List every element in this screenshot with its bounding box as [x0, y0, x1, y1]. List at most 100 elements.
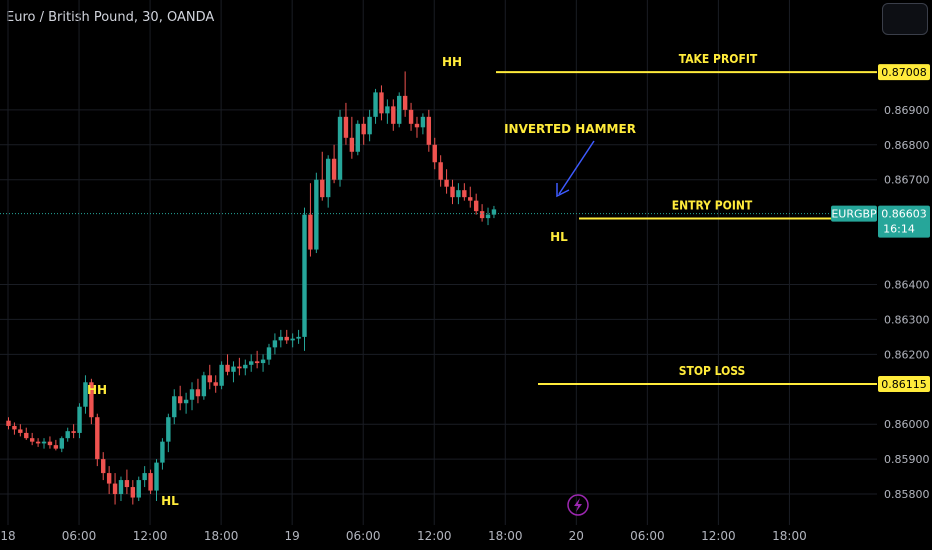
candle-body [24, 432, 29, 439]
candle-body [12, 425, 17, 430]
candle-body [166, 417, 171, 442]
lightning-icon [574, 498, 582, 512]
candle-body [320, 179, 325, 198]
candle-body [41, 441, 47, 444]
annotation-layer: TAKE PROFIT ENTRY POINT STOP LOSS HH HL HH HL I… [87, 52, 758, 516]
candle-body [379, 92, 384, 114]
candle-body [112, 483, 118, 495]
candle-body [266, 347, 272, 360]
lightning-badge [567, 494, 589, 516]
time-tick-label: 18 [0, 529, 15, 543]
price-tick-label: 0.86400 [884, 278, 930, 291]
candle-body [177, 396, 183, 404]
candle-body [462, 190, 467, 198]
candle-body [83, 382, 88, 407]
candle-body [331, 158, 337, 180]
candle-body [29, 438, 35, 442]
time-tick-label: 06:00 [630, 529, 665, 543]
candle-body [438, 162, 443, 180]
candle-body [225, 364, 230, 372]
candle-body [414, 123, 420, 128]
candle-body [420, 116, 426, 128]
hammer-arrow [558, 140, 595, 195]
time-tick-label: 20 [569, 529, 584, 543]
candle-body [6, 420, 11, 426]
candle-body [456, 190, 461, 198]
stop-loss-price-text: 0.86115 [881, 378, 927, 391]
candle-body [491, 209, 497, 215]
candle-body [343, 116, 349, 138]
time-tick-label: 18:00 [488, 529, 523, 543]
candle-body [172, 396, 177, 418]
candle-body [314, 179, 319, 250]
candle-body [47, 441, 53, 446]
candle-body [284, 336, 289, 341]
take-profit-label: TAKE PROFIT [679, 52, 758, 66]
time-tick-label: 18:00 [204, 529, 239, 543]
candle-body [213, 382, 218, 386]
time-tick-label: 18:00 [772, 529, 807, 543]
time-axis[interactable]: 18 06:00 12:00 18:00 19 06:00 12:00 18:00 20 06:0… [0, 529, 806, 543]
candle-body [367, 116, 372, 135]
time-tick-label: 06:00 [346, 529, 381, 543]
candle-body [201, 375, 207, 397]
price-tick-label: 0.86200 [884, 348, 930, 361]
symbol-tag [831, 205, 877, 222]
current-price-tag [878, 205, 930, 238]
candle-body [243, 364, 248, 369]
take-profit-price-tag [878, 64, 930, 81]
candle-body [35, 441, 41, 444]
time-tick-label: 12:00 [701, 529, 736, 543]
take-profit-price-text: 0.87008 [881, 66, 927, 79]
candle-body [373, 92, 378, 117]
candle-body [296, 336, 301, 339]
candle-body [260, 359, 266, 364]
candle-body [106, 473, 112, 484]
trade-levels [0, 71, 877, 386]
candle-body [397, 95, 402, 124]
candle-body [272, 340, 278, 348]
stop-loss-price-tag [878, 376, 930, 393]
grid-lines [0, 0, 877, 525]
candle-body [189, 389, 195, 400]
candle-body [77, 406, 82, 433]
candle-body [154, 462, 159, 491]
price-tick-label: 0.86800 [884, 139, 930, 152]
candle-body [254, 361, 260, 364]
countdown-text: 16:14 [883, 223, 915, 236]
candle-body [160, 441, 165, 463]
candle-body [485, 214, 491, 219]
hl-left-label: HL [161, 494, 179, 508]
toolbar-button[interactable] [882, 3, 928, 35]
symbol-tag-text: EURGBP [831, 208, 877, 221]
price-tick-label: 0.86300 [884, 313, 930, 326]
candle-body [130, 487, 136, 498]
candle-body [361, 123, 366, 135]
price-tick-label: 0.86000 [884, 418, 930, 431]
time-tick-label: 12:00 [133, 529, 168, 543]
candle-body [408, 109, 414, 124]
price-axis[interactable]: 0.86900 0.86800 0.86700 0.86400 0.86300 0.862… [831, 64, 930, 501]
candle-body [53, 445, 59, 449]
candle-body [385, 106, 390, 114]
candle-body [444, 179, 449, 187]
candle-body [349, 137, 355, 152]
candle-body [183, 399, 189, 404]
candle-body [308, 214, 313, 250]
current-price-text: 0.86603 [881, 208, 927, 221]
price-tick-label: 0.86700 [884, 174, 930, 187]
hh-top-label: HH [442, 55, 462, 69]
time-tick-label: 06:00 [62, 529, 97, 543]
candle-body [142, 473, 147, 481]
candle-body [101, 459, 106, 474]
candle-body [302, 214, 307, 337]
price-tick-label: 0.85900 [884, 453, 930, 466]
candle-body [479, 211, 485, 219]
candle-body [124, 480, 130, 488]
entry-point-label: ENTRY POINT [672, 198, 753, 212]
candle-body [207, 375, 212, 383]
candle-body [95, 417, 100, 460]
stop-loss-label: STOP LOSS [679, 364, 746, 378]
candle-body [89, 382, 94, 418]
